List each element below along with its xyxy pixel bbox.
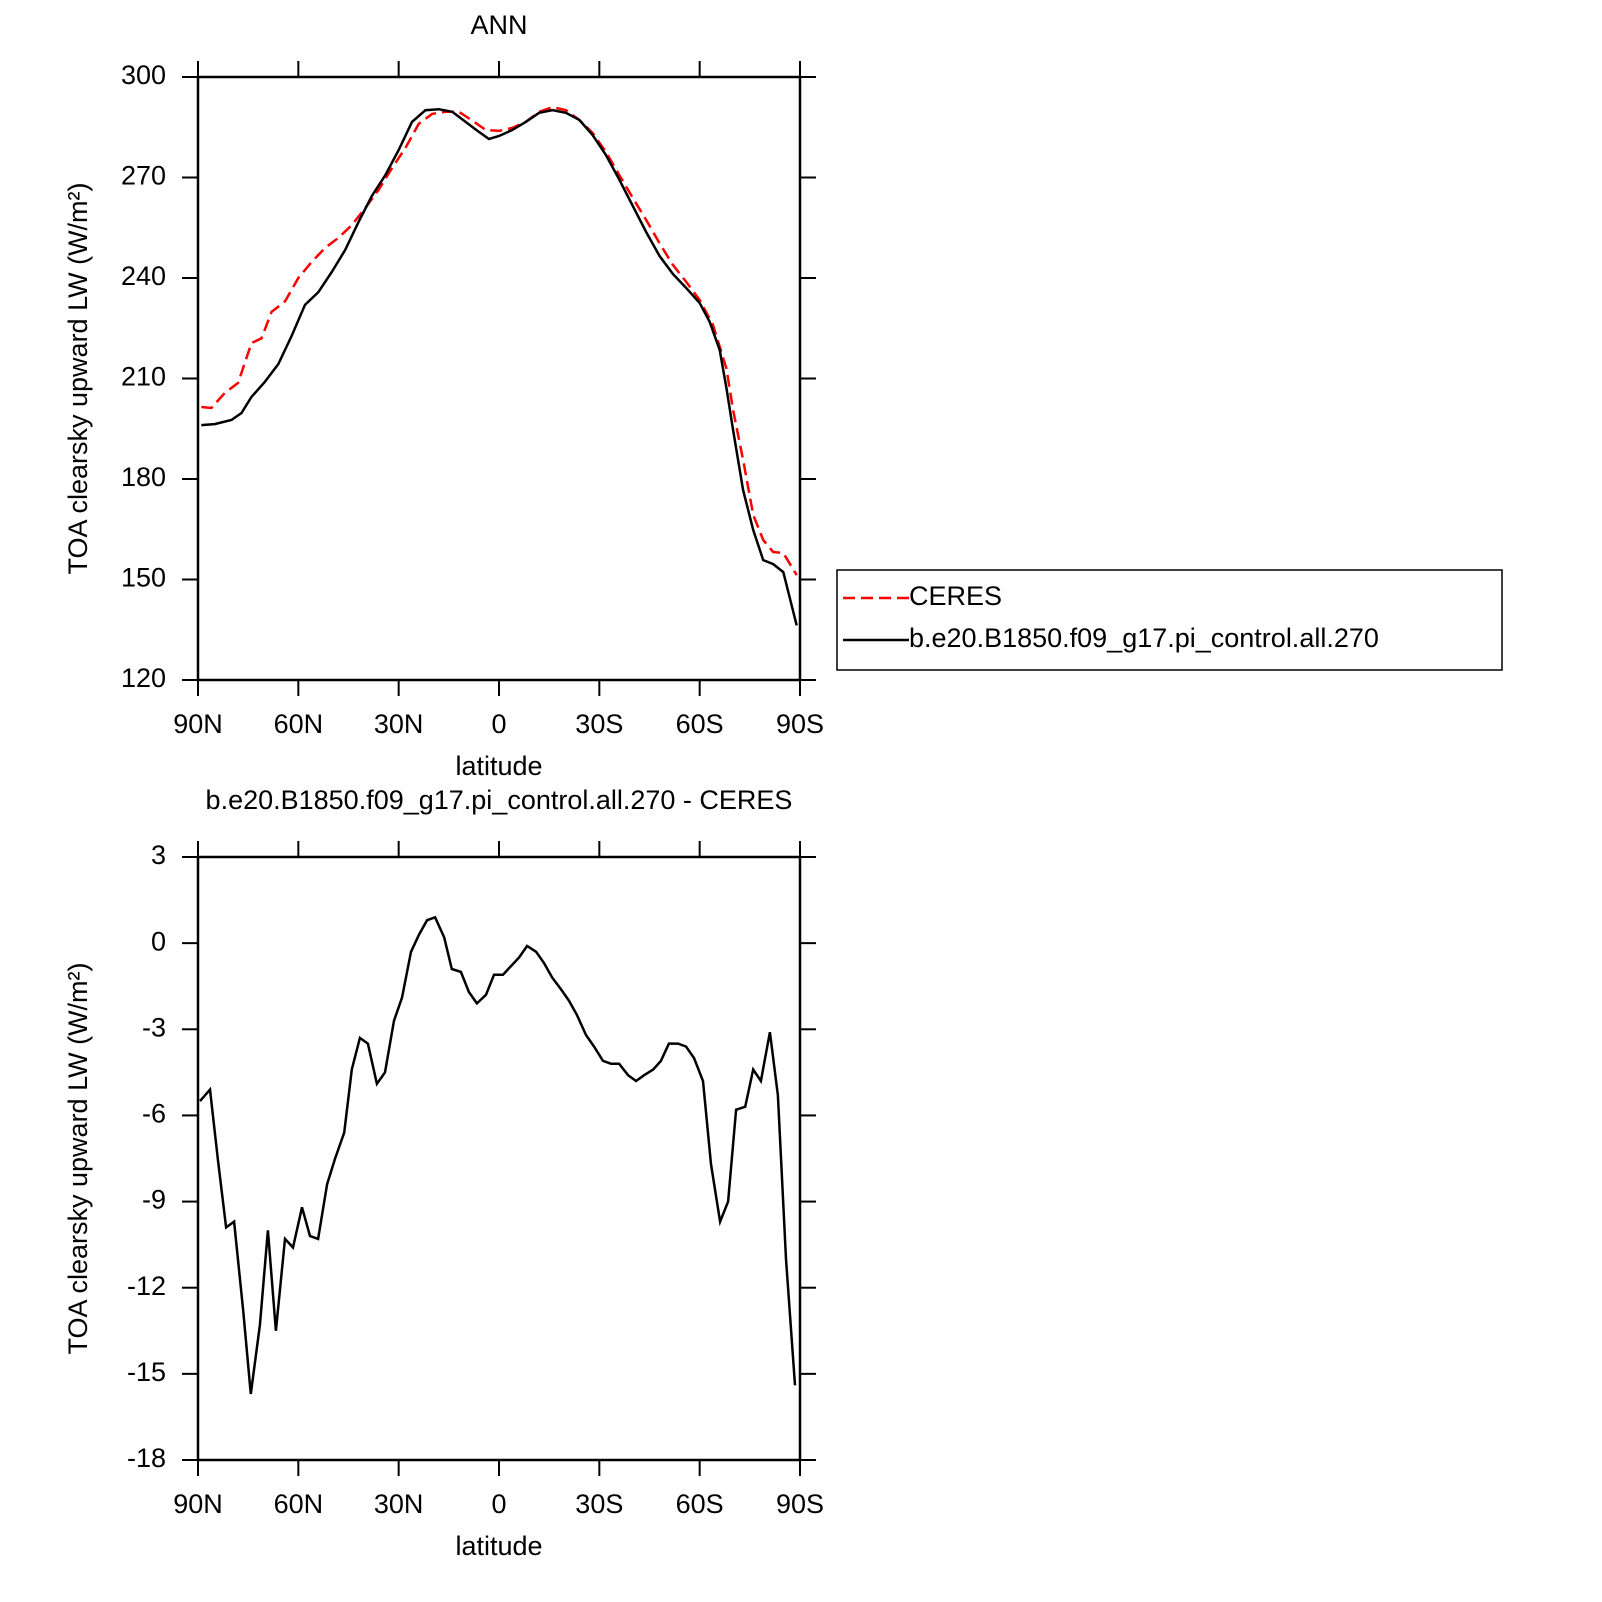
- y-tick-label: 150: [121, 563, 166, 593]
- plot-frame: [196, 855, 802, 1462]
- chart-title: b.e20.B1850.f09_g17.pi_control.all.270 -…: [206, 785, 793, 815]
- data-line: [201, 105, 798, 576]
- data-line: [201, 107, 798, 626]
- y-axis-label: TOA clearsky upward LW (W/m²): [63, 182, 93, 574]
- y-tick-label: 180: [121, 462, 166, 492]
- x-tick-label: 90S: [776, 1489, 824, 1519]
- y-tick-label: -12: [127, 1271, 166, 1301]
- x-tick-label: 30S: [575, 709, 623, 739]
- y-tick-label: 210: [121, 362, 166, 392]
- y-tick-label: 270: [121, 161, 166, 191]
- x-tick-label: 30S: [575, 1489, 623, 1519]
- legend-label: b.e20.B1850.f09_g17.pi_control.all.270: [909, 623, 1379, 653]
- y-tick-label: -9: [142, 1185, 166, 1215]
- y-tick-label: -6: [142, 1099, 166, 1129]
- x-tick-label: 0: [491, 1489, 506, 1519]
- legend: CERES b.e20.B1850.f09_g17.pi_control.all.…: [836, 569, 1503, 671]
- y-axis-label: TOA clearsky upward LW (W/m²): [63, 962, 93, 1354]
- x-tick-label: 60N: [274, 709, 324, 739]
- x-tick-label: 60N: [274, 1489, 324, 1519]
- plot-frame: [196, 75, 802, 682]
- y-tick-label: 240: [121, 261, 166, 291]
- y-tick-label: -3: [142, 1012, 166, 1042]
- y-tick-label: 3: [151, 840, 166, 870]
- x-tick-label: 30N: [374, 1489, 424, 1519]
- y-tick-label: 120: [121, 663, 166, 693]
- x-tick-label: 60S: [676, 709, 724, 739]
- y-tick-label: -15: [127, 1357, 166, 1387]
- x-axis-label: latitude: [455, 1531, 542, 1561]
- y-tick-label: 0: [151, 926, 166, 956]
- y-tick-label: 300: [121, 60, 166, 90]
- x-tick-label: 90N: [173, 709, 223, 739]
- chart-title: ANN: [470, 10, 527, 40]
- x-tick-label: 90S: [776, 709, 824, 739]
- x-tick-label: 30N: [374, 709, 424, 739]
- legend-frame: [836, 569, 1503, 671]
- x-tick-label: 90N: [173, 1489, 223, 1519]
- x-axis-label: latitude: [455, 751, 542, 781]
- x-tick-label: 0: [491, 709, 506, 739]
- data-line: [199, 915, 797, 1395]
- y-tick-label: -18: [127, 1443, 166, 1473]
- x-tick-label: 60S: [676, 1489, 724, 1519]
- legend-label: CERES: [909, 581, 1002, 611]
